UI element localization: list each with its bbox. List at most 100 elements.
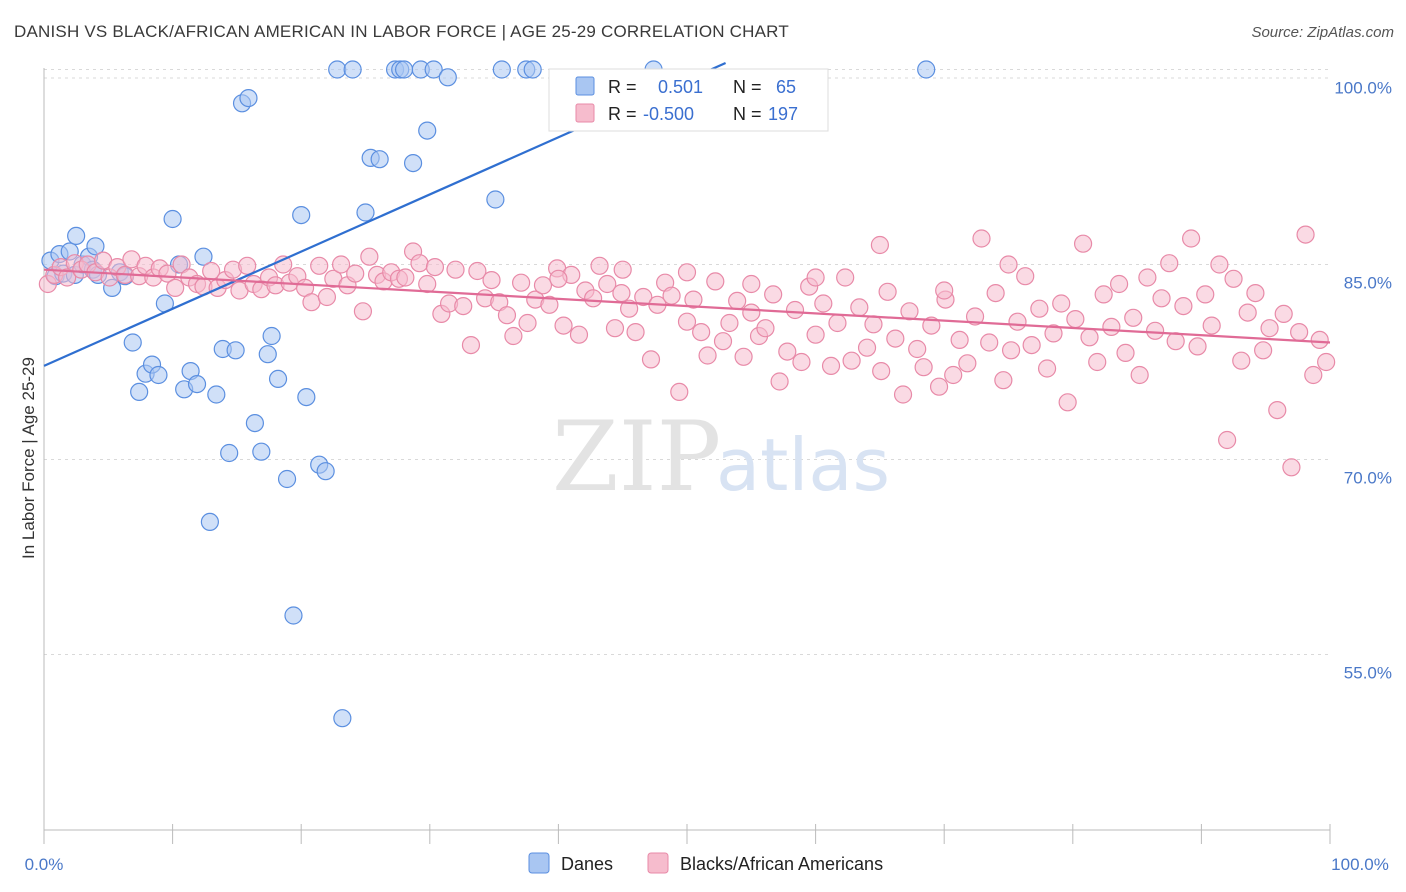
blacks-point: [482, 271, 501, 290]
danes-point: [194, 247, 213, 266]
danes-point: [200, 512, 219, 532]
danes-point: [328, 60, 347, 79]
danes-point: [163, 209, 182, 229]
blacks-point: [677, 263, 697, 282]
blacks-point: [806, 325, 825, 344]
y-tick-label: 100.0%: [1334, 79, 1392, 98]
blacks-point: [512, 273, 531, 292]
blacks-point: [999, 255, 1018, 274]
danes-point: [226, 341, 245, 360]
blacks-point: [1268, 401, 1287, 420]
blacks-point: [908, 339, 927, 359]
danes-point: [86, 237, 105, 256]
blacks-point: [886, 329, 905, 348]
blacks-point: [872, 362, 891, 381]
blacks-point: [842, 351, 861, 370]
y-tick-label: 70.0%: [1344, 469, 1392, 488]
source-label: Source: ZipAtlas.com: [1251, 24, 1394, 41]
blacks-point: [1094, 285, 1113, 304]
danes-point: [220, 443, 239, 463]
blacks-point: [518, 313, 537, 333]
axes: [43, 68, 1331, 844]
blacks-point: [641, 350, 661, 369]
blacks-point: [1030, 299, 1049, 318]
blacks-point: [994, 371, 1013, 390]
blacks-point: [310, 256, 329, 275]
blacks-point: [410, 254, 429, 273]
legend-r-value-1: 0.501: [658, 77, 703, 97]
bottom-legend-label-blacks: Blacks/African Americans: [680, 854, 883, 874]
blacks-point: [533, 276, 553, 295]
danes-point: [394, 60, 414, 79]
danes-point: [316, 462, 335, 481]
blacks-point: [850, 298, 869, 317]
blacks-point: [1166, 332, 1185, 351]
blacks-point: [1124, 308, 1143, 327]
correlation-legend: R = 0.501 N = 65 R = -0.500 N = 197: [548, 68, 829, 132]
blacks-point: [1109, 274, 1129, 294]
blacks-point: [58, 268, 77, 287]
blacks-point: [944, 365, 963, 385]
blacks-point: [238, 256, 257, 275]
danes-point: [356, 203, 375, 222]
blacks-point: [756, 319, 775, 338]
blacks-point: [613, 260, 632, 279]
blacks-point: [1138, 268, 1157, 287]
chart-title: DANISH VS BLACK/AFRICAN AMERICAN IN LABO…: [14, 22, 789, 41]
blacks-point: [857, 338, 877, 357]
watermark-atlas: atlas: [716, 423, 890, 507]
blacks-point: [1238, 303, 1257, 322]
blacks-point: [692, 323, 711, 342]
blacks-point: [468, 261, 487, 281]
blacks-point: [1001, 341, 1021, 360]
legend-box: [548, 68, 829, 132]
danes-point: [245, 414, 265, 433]
legend-n-label-1: N =: [733, 77, 762, 97]
danes-point: [268, 369, 288, 388]
blacks-point: [742, 303, 761, 322]
watermark: ZIP atlas: [552, 401, 890, 513]
blacks-point: [446, 260, 465, 279]
blacks-point: [1188, 337, 1207, 356]
blacks-point: [461, 336, 481, 355]
danes-point: [67, 226, 86, 245]
blacks-point: [770, 372, 789, 391]
blacks-point: [1044, 324, 1063, 343]
danes-point: [284, 606, 303, 625]
blacks-point: [900, 302, 919, 321]
blacks-point: [396, 268, 415, 287]
blacks-point: [612, 284, 631, 303]
blacks-point: [1260, 319, 1279, 338]
blacks-point: [1174, 297, 1193, 316]
x-tick-label-max: 100.0%: [1331, 855, 1389, 874]
blacks-point: [965, 307, 985, 326]
blacks-point: [302, 293, 321, 312]
blacks-point: [1052, 294, 1071, 313]
blacks-point: [1016, 267, 1035, 286]
blacks-point: [1224, 269, 1243, 288]
blacks-points: [38, 225, 1336, 477]
blacks-point: [634, 287, 653, 307]
blacks-point: [778, 342, 797, 361]
blacks-point: [972, 229, 991, 248]
legend-r-value-2: -0.500: [643, 104, 694, 124]
blacks-trend-line: [43, 268, 1331, 344]
blacks-point: [1182, 229, 1201, 248]
legend-swatch-danes: [575, 76, 595, 96]
blacks-point: [317, 287, 337, 307]
blacks-point: [504, 326, 523, 346]
blacks-point: [1102, 317, 1121, 336]
legend-swatch-blacks: [575, 103, 595, 123]
blacks-point: [598, 274, 617, 294]
blacks-point: [1116, 343, 1135, 362]
blacks-point: [662, 286, 681, 305]
danes-point: [343, 60, 362, 79]
danes-point: [130, 382, 149, 401]
blacks-point: [1080, 328, 1099, 347]
danes-point: [262, 326, 281, 346]
blacks-point: [1037, 359, 1057, 378]
blacks-point: [1296, 225, 1315, 244]
blacks-point: [986, 284, 1005, 303]
blacks-point: [569, 325, 589, 344]
y-tick-label: 55.0%: [1344, 664, 1392, 683]
